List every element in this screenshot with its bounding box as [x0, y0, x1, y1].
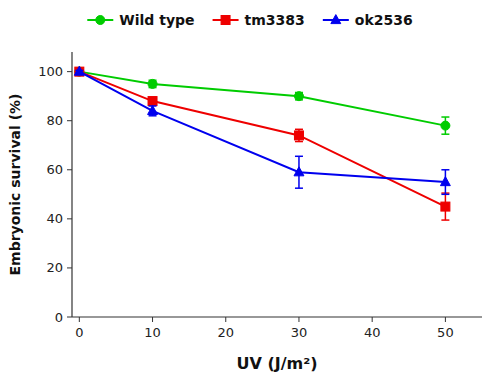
x-tick	[225, 317, 226, 322]
error-bar	[441, 117, 449, 134]
legend: Wild type tm3383 ok2536	[87, 12, 412, 28]
series-line	[79, 72, 445, 126]
y-axis-title: Embryonic survival (%)	[7, 94, 23, 276]
chart-container: 0 10 20 30 40 50 0 20 40 60 80 100 UV (J/m²) Embryoni…	[0, 0, 500, 383]
legend-marker	[221, 16, 230, 25]
y-tick-label: 100	[38, 64, 63, 79]
error-cap	[441, 219, 449, 221]
error-cap	[295, 141, 303, 143]
error-bar	[441, 170, 449, 195]
series	[74, 66, 450, 194]
plot-area	[74, 66, 450, 220]
x-tick-label: 10	[144, 325, 161, 340]
x-axis-line	[72, 316, 482, 317]
point	[294, 92, 303, 101]
x-tick	[152, 317, 153, 322]
y-tick	[67, 169, 72, 170]
error-bar	[295, 129, 303, 141]
legend-marker	[331, 15, 341, 24]
x-tick	[445, 317, 446, 322]
series	[75, 67, 450, 134]
point	[148, 79, 157, 88]
legend-item: ok2536	[323, 12, 413, 28]
x-tick-label: 40	[364, 325, 381, 340]
x-axis-title: UV (J/m²)	[236, 354, 317, 373]
error-cap	[441, 169, 449, 171]
y-tick-label: 20	[46, 260, 63, 275]
x-tick-label: 30	[291, 325, 308, 340]
error-cap	[295, 129, 303, 131]
error-bar	[149, 106, 157, 116]
point	[75, 67, 84, 76]
point	[148, 97, 157, 106]
error-cap	[441, 133, 449, 135]
legend-label: Wild type	[119, 12, 194, 28]
y-tick-label: 0	[55, 310, 63, 325]
point	[440, 177, 450, 186]
x-tick	[298, 317, 299, 322]
y-tick	[67, 120, 72, 121]
point	[75, 67, 84, 76]
error-cap	[295, 156, 303, 158]
error-bar	[149, 97, 157, 104]
y-tick-label: 80	[46, 113, 63, 128]
point	[441, 121, 450, 130]
point	[74, 66, 84, 75]
x-tick-label: 20	[217, 325, 234, 340]
error-cap	[149, 115, 157, 117]
x-tick	[79, 317, 80, 322]
y-tick	[67, 267, 72, 268]
legend-label: ok2536	[355, 12, 413, 28]
point	[148, 105, 158, 114]
series-line	[79, 72, 445, 207]
y-axis-line	[71, 52, 72, 317]
x-tick-label: 50	[437, 325, 454, 340]
error-cap	[295, 187, 303, 189]
point	[294, 167, 304, 176]
error-bar	[441, 193, 449, 220]
legend-marker	[96, 16, 105, 25]
error-bar	[295, 156, 303, 188]
y-tick-label: 40	[46, 211, 63, 226]
y-tick	[67, 317, 72, 318]
error-bar	[295, 92, 303, 99]
y-tick-label: 60	[46, 162, 63, 177]
axes: 0 10 20 30 40 50 0 20 40 60 80 100	[38, 52, 482, 340]
error-cap	[441, 194, 449, 196]
series	[75, 67, 450, 220]
y-tick	[67, 218, 72, 219]
point	[441, 202, 450, 211]
legend-label: tm3383	[245, 12, 305, 28]
series-line	[79, 72, 445, 182]
error-cap	[441, 116, 449, 118]
x-tick	[372, 317, 373, 322]
x-tick-label: 0	[75, 325, 83, 340]
y-tick	[67, 71, 72, 72]
point	[294, 131, 303, 140]
legend-item: Wild type	[87, 12, 194, 28]
error-bar	[149, 80, 157, 87]
legend-item: tm3383	[213, 12, 305, 28]
chart-svg: 0 10 20 30 40 50 0 20 40 60 80 100 UV (J/m²) Embryoni…	[0, 0, 500, 383]
